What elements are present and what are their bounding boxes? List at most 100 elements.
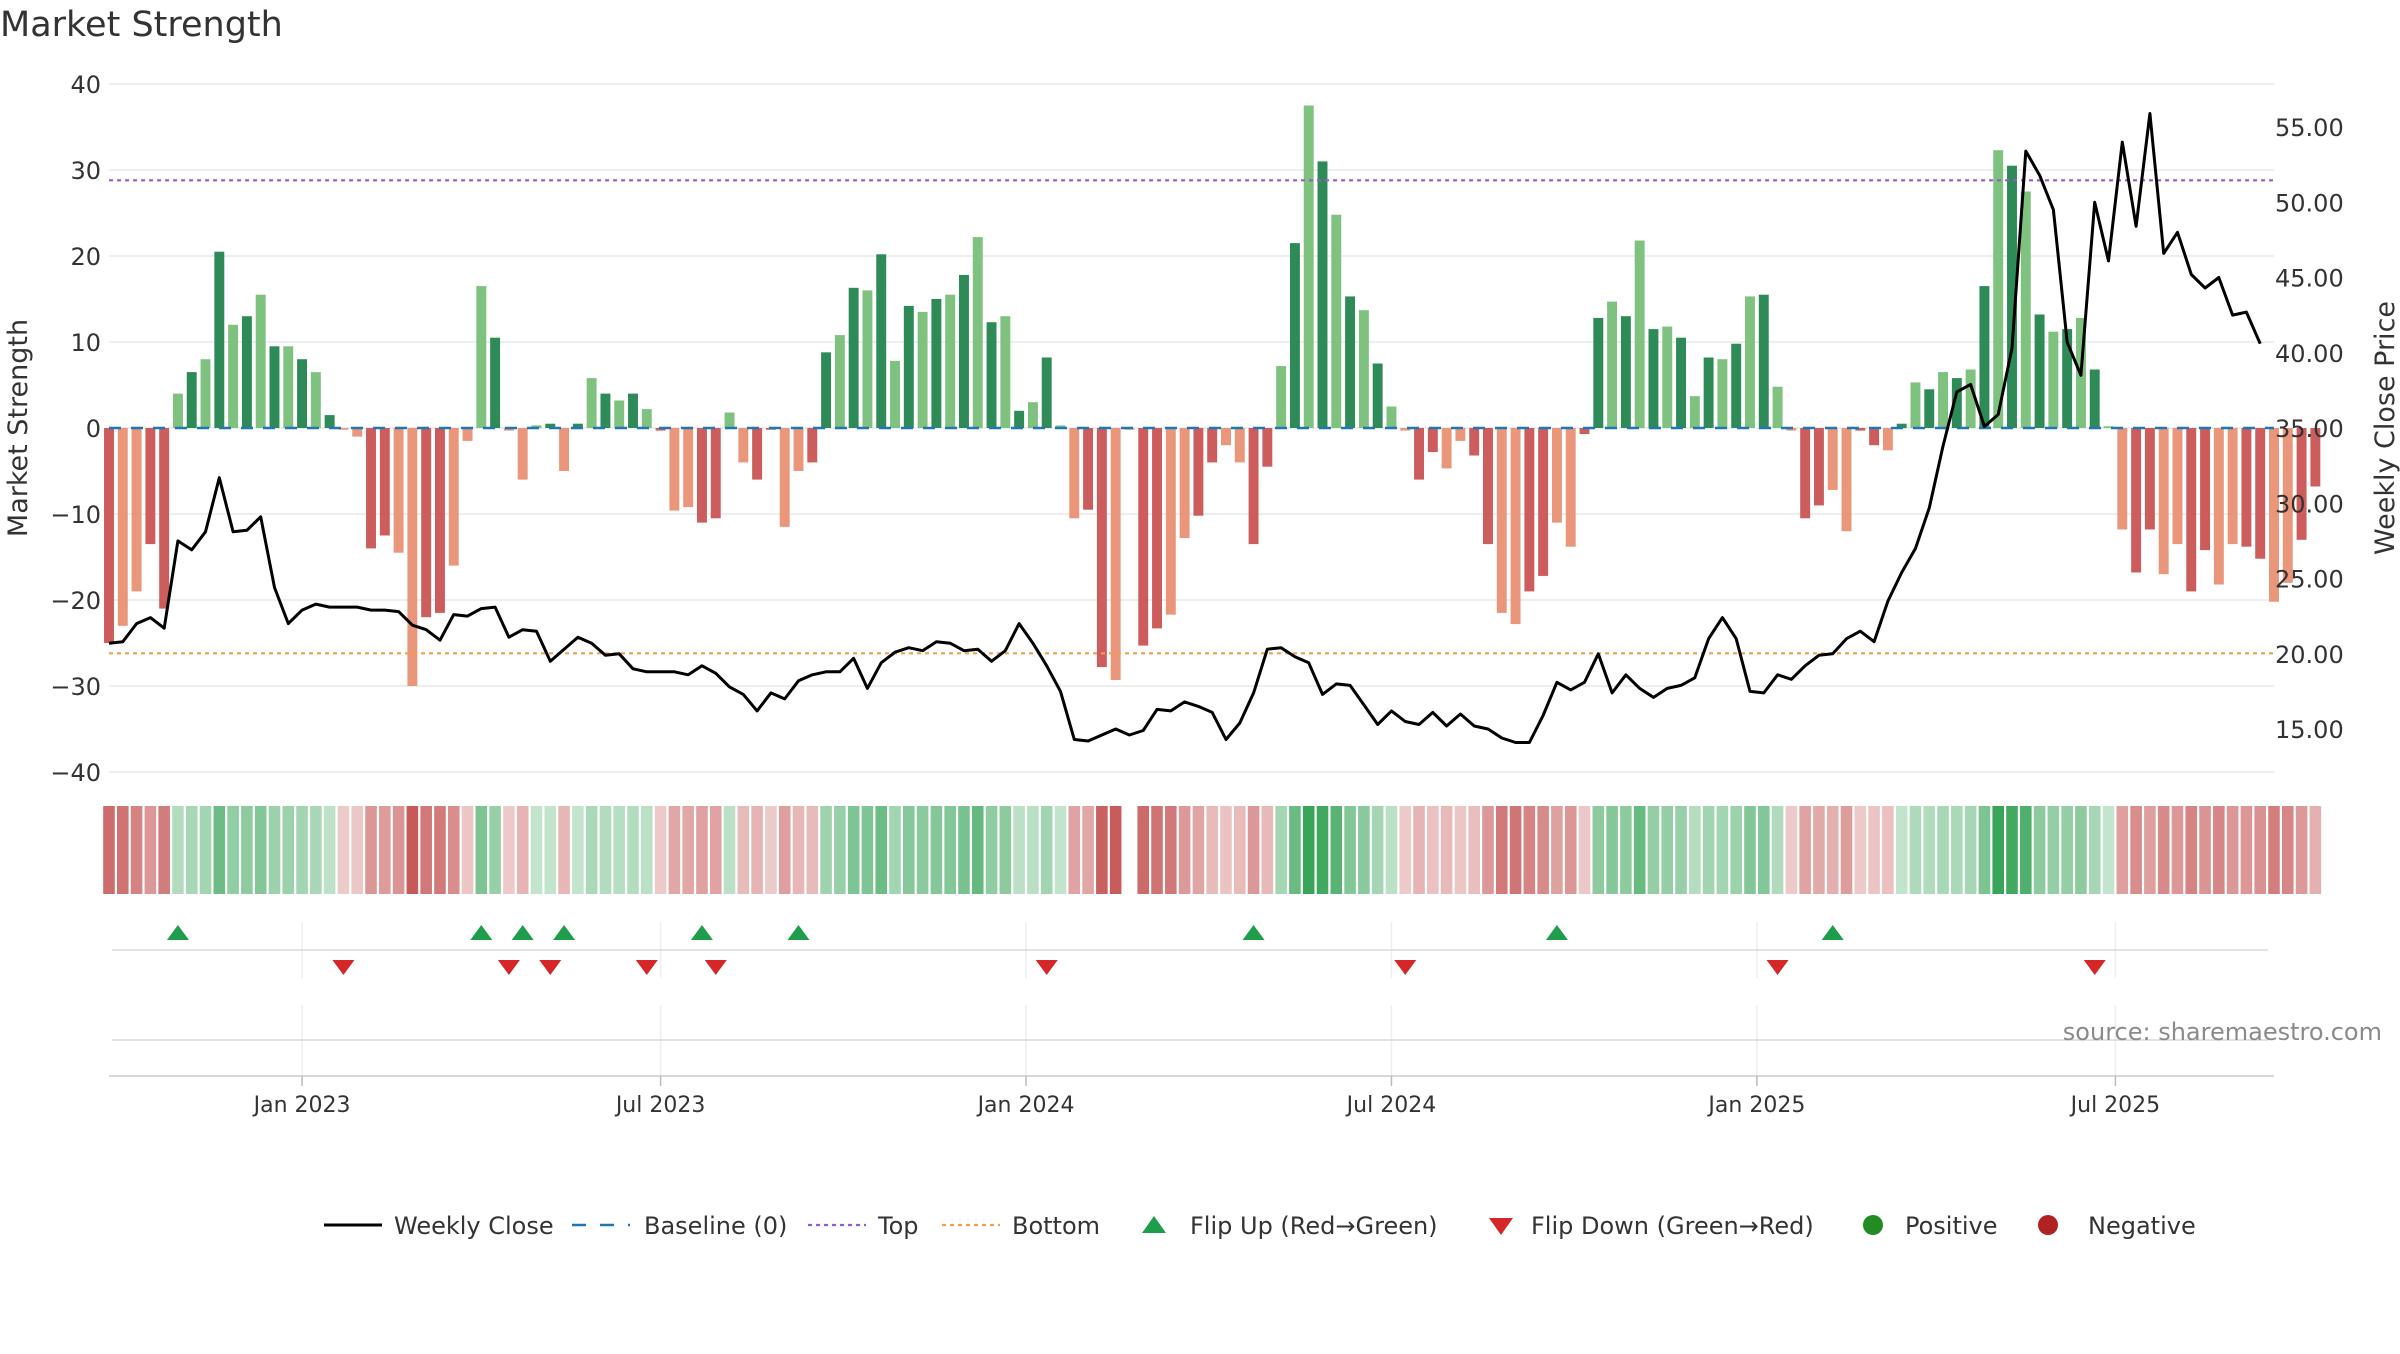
strength-bar — [1993, 150, 2004, 428]
heat-strip-cell — [1109, 806, 1122, 894]
reference-lines — [109, 179, 2274, 655]
strength-bar — [2172, 428, 2183, 545]
heat-strip-cell — [365, 806, 377, 894]
strength-bar — [807, 428, 818, 463]
flip-down-marker — [1035, 960, 1058, 975]
strength-bar — [1358, 310, 1369, 428]
strength-bar — [1896, 423, 1907, 428]
heat-strip-cell — [1151, 806, 1163, 894]
strength-bar — [1772, 386, 1783, 428]
strength-bar — [2227, 428, 2238, 545]
heat-strip-cell — [971, 806, 984, 894]
heat-strip-cell — [1840, 806, 1853, 894]
strength-bar — [1317, 161, 1328, 428]
strength-bar — [1648, 329, 1659, 428]
y-tick-label: 0 — [86, 415, 101, 443]
heat-strip-cell — [475, 806, 488, 894]
flip-up-marker — [166, 925, 189, 940]
strength-bar — [241, 316, 252, 428]
heat-strip-cell — [1468, 806, 1480, 894]
heat-strip-cell — [544, 806, 557, 894]
heat-strip-cell — [516, 806, 529, 894]
strength-bar — [2241, 428, 2252, 547]
heat-strip-cell — [1509, 806, 1522, 894]
y2-tick-label: 15.00 — [2275, 716, 2344, 744]
heat-strip-cell — [1978, 806, 1991, 894]
heat-strip-cell — [2102, 806, 2115, 894]
heat-strip-cell — [199, 806, 212, 894]
heat-strip-cell — [599, 806, 612, 894]
strength-bar — [1400, 428, 1411, 431]
strength-bar — [145, 428, 156, 545]
heat-strip-cell — [2019, 806, 2032, 894]
heat-strip-cell — [958, 806, 970, 894]
y-tick-label: −40 — [50, 759, 101, 787]
heat-strip-cell — [1137, 806, 1150, 894]
strength-bar — [1207, 428, 1218, 463]
strength-bar — [255, 294, 266, 428]
legend-label: Baseline (0) — [644, 1212, 787, 1240]
heat-strip-cell — [213, 806, 226, 894]
heat-strip-cell — [641, 806, 653, 894]
heat-strip-cell — [2075, 806, 2087, 894]
heat-strip-cell — [1454, 806, 1467, 894]
legend-label: Bottom — [1012, 1212, 1100, 1240]
heat-strip-cell — [2116, 806, 2129, 894]
heat-strip-cell — [1275, 806, 1287, 894]
heat-strip-cell — [1675, 806, 1687, 894]
strength-bar — [1165, 428, 1176, 615]
strength-bar — [2310, 428, 2321, 487]
strength-bar — [779, 428, 790, 527]
strength-bar — [1152, 428, 1162, 629]
heat-strip-cell — [130, 806, 143, 894]
y-tick-label: 10 — [70, 329, 101, 357]
strength-bar — [1800, 428, 1811, 519]
strength-bar — [1620, 316, 1631, 428]
heat-strip-cell — [2268, 806, 2280, 894]
heat-strip-cell — [1620, 806, 1632, 894]
heat-strip-cell — [930, 806, 943, 894]
heat-strip-cell — [627, 806, 639, 894]
y-axis: 40 30 20 10 0 −10 −20 −30 −40 — [50, 71, 101, 787]
source-note: source: sharemaestro.com — [2063, 1018, 2382, 1046]
heat-strip-cell — [668, 806, 681, 894]
strength-bar — [421, 428, 432, 618]
strength-bar — [1786, 428, 1797, 431]
heat-strip-cell — [1551, 806, 1563, 894]
heat-strip-cell — [1302, 806, 1315, 894]
heat-strip-cell — [1399, 806, 1412, 894]
heat-strip-cell — [1371, 806, 1384, 894]
legend-swatch-circle — [1863, 1215, 1883, 1235]
heat-strip-cell — [1027, 806, 1039, 894]
legend-label: Flip Down (Green→Red) — [1531, 1212, 1814, 1240]
heat-strip-cell — [1013, 806, 1025, 894]
strength-bar — [1579, 428, 1590, 435]
strength-bar — [1855, 428, 1866, 431]
strength-bar — [2131, 428, 2142, 573]
strength-bar — [628, 393, 638, 428]
heat-strip-cell — [268, 806, 281, 894]
heat-strip-cell — [1537, 806, 1549, 894]
legend-label: Top — [877, 1212, 919, 1240]
strength-bar — [696, 428, 707, 523]
heat-strip — [103, 806, 2322, 894]
strength-bar — [2062, 329, 2073, 428]
heat-strip-cell — [1592, 806, 1605, 894]
strength-bar — [586, 378, 597, 428]
strength-bar — [1441, 428, 1452, 469]
heat-strip-cell — [420, 806, 432, 894]
strength-bar — [903, 305, 914, 428]
heat-strip-cell — [792, 806, 805, 894]
x-tick-label: Jan 2024 — [976, 1093, 1075, 1118]
heat-strip-cell — [1054, 806, 1067, 894]
strength-bar — [1455, 428, 1466, 441]
strength-bar — [1731, 343, 1742, 428]
strength-bar — [669, 428, 680, 511]
heat-strip-cell — [1909, 806, 1922, 894]
strength-bar — [655, 428, 666, 431]
legend: Weekly Close Baseline (0) Top Bottom Flip Up… — [324, 1212, 2196, 1240]
heat-strip-cell — [1647, 806, 1660, 894]
strength-bar — [2158, 428, 2169, 575]
strength-bar — [1345, 296, 1356, 428]
heat-strip-cell — [1882, 806, 1894, 894]
